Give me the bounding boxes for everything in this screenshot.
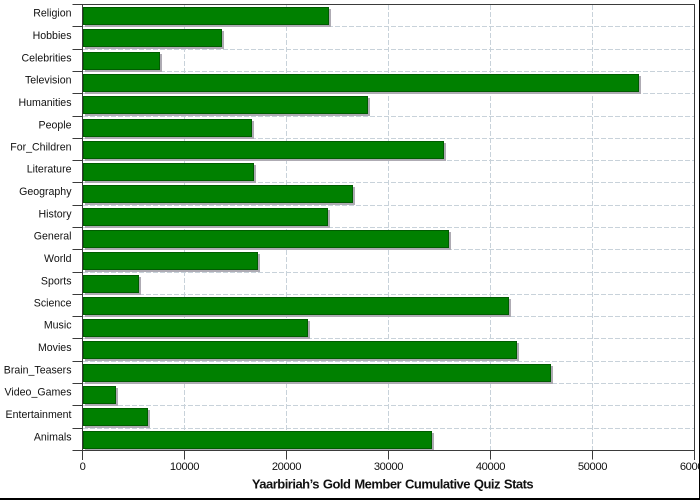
svg-text:Celebrities: Celebrities: [21, 53, 71, 65]
svg-text:Brain_Teasers: Brain_Teasers: [4, 365, 72, 377]
svg-text:Literature: Literature: [27, 164, 72, 176]
svg-text:60000: 60000: [680, 461, 700, 473]
svg-text:10000: 10000: [170, 461, 199, 473]
svg-text:Yaarbiriah’s Gold Member Cumul: Yaarbiriah’s Gold Member Cumulative Quiz…: [252, 476, 534, 491]
svg-text:Religion: Religion: [33, 8, 71, 20]
svg-text:40000: 40000: [476, 461, 505, 473]
svg-text:World: World: [44, 253, 72, 265]
svg-text:Sports: Sports: [41, 276, 72, 288]
svg-text:Science: Science: [34, 298, 72, 310]
svg-text:History: History: [39, 209, 73, 221]
svg-text:General: General: [34, 231, 72, 243]
svg-text:For_Children: For_Children: [10, 142, 71, 154]
svg-text:20000: 20000: [272, 461, 301, 473]
svg-text:50000: 50000: [578, 461, 607, 473]
svg-text:Television: Television: [25, 75, 72, 87]
svg-text:30000: 30000: [374, 461, 403, 473]
svg-text:Video_Games: Video_Games: [5, 387, 72, 399]
svg-text:Music: Music: [44, 320, 72, 332]
svg-text:Animals: Animals: [34, 432, 72, 444]
svg-text:Geography: Geography: [19, 186, 72, 198]
svg-text:Hobbies: Hobbies: [33, 30, 72, 42]
svg-text:Movies: Movies: [38, 342, 72, 354]
svg-text:Entertainment: Entertainment: [6, 409, 72, 421]
svg-text:0: 0: [80, 461, 86, 473]
svg-text:Humanities: Humanities: [19, 97, 72, 109]
svg-text:People: People: [39, 120, 72, 132]
